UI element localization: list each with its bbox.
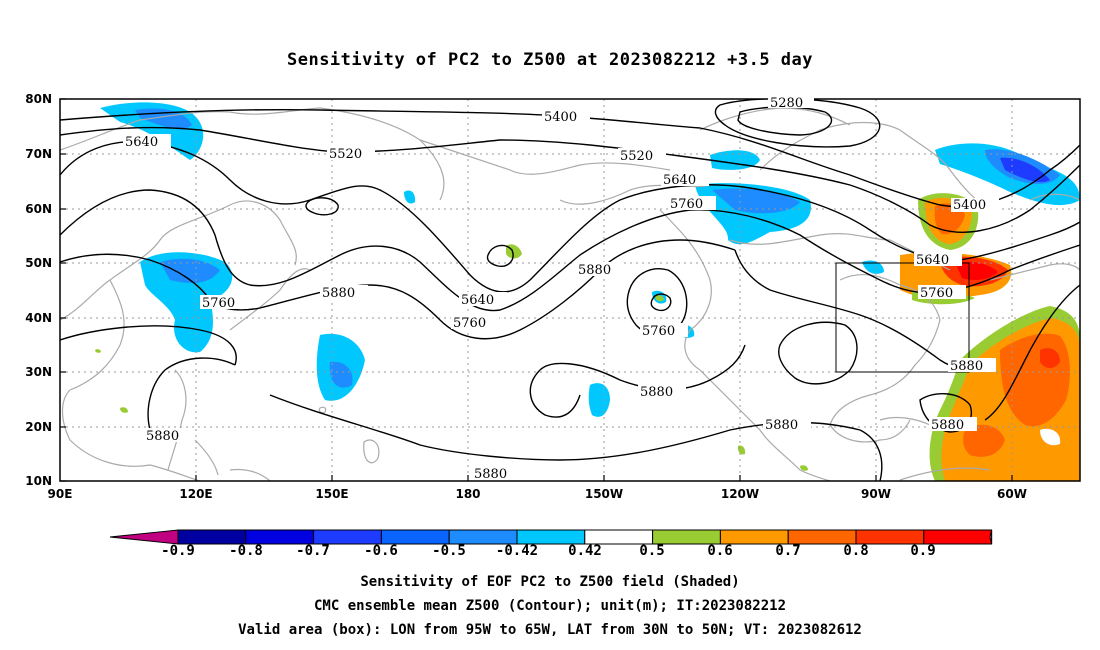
colorbar-swatch bbox=[516, 529, 586, 545]
caption-line-3: Valid area (box): LON from 95W to 65W, L… bbox=[238, 622, 862, 638]
colorbar-label: 0.7 bbox=[775, 543, 801, 559]
lat-label: 80N bbox=[25, 92, 52, 106]
lat-label: 60N bbox=[25, 202, 52, 216]
colorbar-label: 0.42 bbox=[568, 543, 602, 559]
graticule bbox=[60, 99, 1080, 481]
contour-label-5760: 5760 bbox=[453, 316, 486, 331]
lon-label: 120W bbox=[720, 487, 760, 501]
contour-label-5640: 5640 bbox=[125, 135, 158, 150]
colorbar-swatch bbox=[448, 529, 518, 545]
lon-label: 120E bbox=[179, 487, 213, 501]
contour-label-5880: 5880 bbox=[931, 418, 964, 433]
colorbar-label: 0.5 bbox=[639, 543, 665, 559]
contour-label-5400: 5400 bbox=[544, 110, 577, 125]
colorbar-swatch bbox=[177, 529, 247, 545]
contour-label-5760: 5760 bbox=[202, 296, 235, 311]
contour-label-5880: 5880 bbox=[578, 263, 611, 278]
chart-title: Sensitivity of PC2 to Z500 at 2023082212… bbox=[286, 50, 813, 70]
contour-labels: 5280 5400 5400 5520 5520 5640 5640 5640 … bbox=[123, 96, 999, 482]
colorbar-label: -0.9 bbox=[161, 543, 195, 559]
colorbar-swatch bbox=[787, 529, 857, 545]
colorbar-swatch bbox=[855, 529, 925, 545]
valid-area-box bbox=[835, 262, 970, 373]
colorbar-label: -0.8 bbox=[229, 543, 263, 559]
lat-label: 50N bbox=[25, 256, 52, 270]
colorbar-arrow-high bbox=[989, 529, 993, 545]
colorbar-arrow-low bbox=[109, 529, 179, 545]
lon-label: 60W bbox=[997, 487, 1027, 501]
map-frame bbox=[59, 98, 1081, 482]
lat-label: 70N bbox=[25, 147, 52, 161]
colorbar-swatch bbox=[923, 529, 993, 545]
colorbar-swatch bbox=[719, 529, 789, 545]
lat-label: 20N bbox=[25, 420, 52, 434]
contour-label-5520: 5520 bbox=[329, 147, 362, 162]
lon-label: 90E bbox=[47, 487, 73, 501]
colorbar bbox=[109, 529, 993, 545]
contour-label-5640: 5640 bbox=[663, 173, 696, 188]
contour-label-5520: 5520 bbox=[620, 149, 653, 164]
contour-label-5760: 5760 bbox=[920, 286, 953, 301]
contour-label-5880: 5880 bbox=[474, 467, 507, 482]
contour-label-5640: 5640 bbox=[916, 253, 949, 268]
shaded-sensitivity bbox=[95, 102, 1080, 481]
contour-label-5880: 5880 bbox=[950, 359, 983, 374]
colorbar-label: -0.6 bbox=[364, 543, 398, 559]
contour-label-5640: 5640 bbox=[461, 293, 494, 308]
colorbar-label: -0.5 bbox=[432, 543, 466, 559]
lon-label: 150E bbox=[315, 487, 349, 501]
coastlines bbox=[60, 107, 1080, 481]
colorbar-label: 0.9 bbox=[910, 543, 936, 559]
lat-label: 40N bbox=[25, 311, 52, 325]
lat-label: 10N bbox=[25, 474, 52, 488]
contour-label-5880: 5880 bbox=[146, 429, 179, 444]
contour-label-5880: 5880 bbox=[765, 418, 798, 433]
caption-line-1: Sensitivity of EOF PC2 to Z500 field (Sh… bbox=[360, 574, 740, 590]
caption-line-2: CMC ensemble mean Z500 (Contour); unit(m… bbox=[313, 598, 786, 614]
colorbar-swatch bbox=[380, 529, 450, 545]
lon-label: 150W bbox=[584, 487, 624, 501]
tick-marks bbox=[60, 98, 1013, 482]
colorbar-swatch bbox=[584, 529, 654, 545]
contour-label-5760: 5760 bbox=[642, 324, 675, 339]
contour-label-5400: 5400 bbox=[953, 198, 986, 213]
colorbar-label: -0.7 bbox=[296, 543, 330, 559]
contour-label-5880: 5880 bbox=[640, 385, 673, 400]
colorbar-label: 0.8 bbox=[843, 543, 869, 559]
lat-label: 30N bbox=[25, 365, 52, 379]
colorbar-swatch bbox=[652, 529, 721, 545]
contour-label-5760: 5760 bbox=[670, 197, 703, 212]
lon-label: 180 bbox=[455, 487, 481, 501]
contour-label-5880: 5880 bbox=[322, 286, 355, 301]
colorbar-label: -0.42 bbox=[495, 543, 539, 559]
contour-label-5280: 5280 bbox=[770, 96, 803, 111]
colorbar-label: 0.6 bbox=[707, 543, 733, 559]
colorbar-swatch bbox=[313, 529, 382, 545]
colorbar-swatch bbox=[245, 529, 315, 545]
lon-label: 90W bbox=[861, 487, 891, 501]
